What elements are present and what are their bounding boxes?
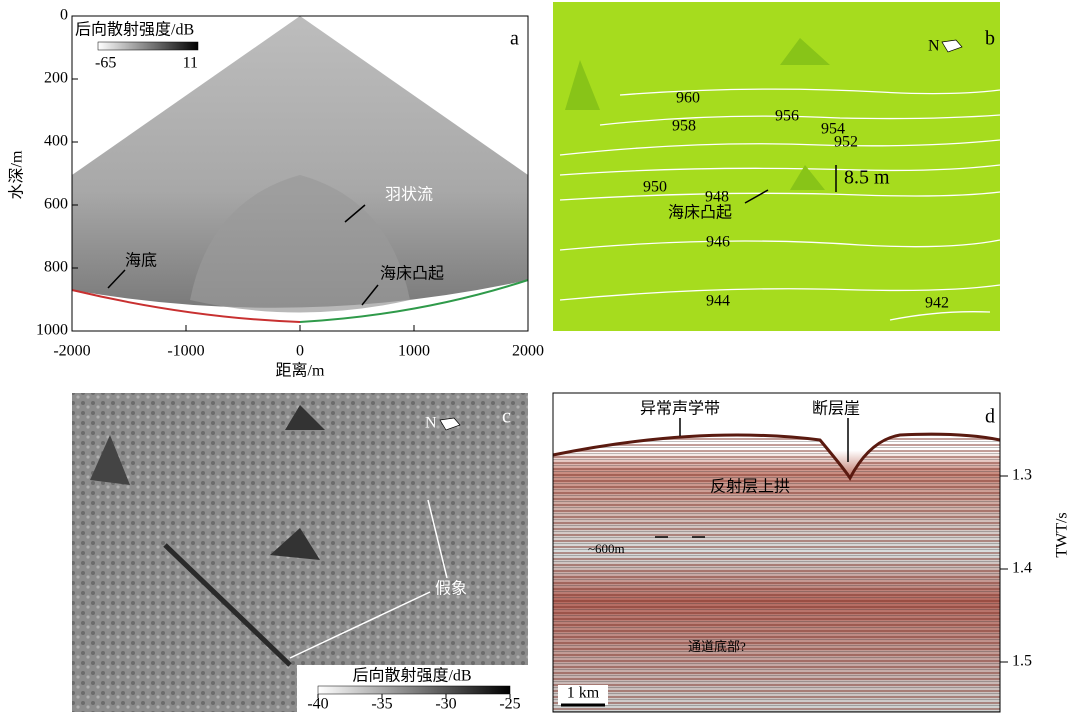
annotation: 异常声学带 [640, 400, 720, 418]
contour-label: 954 [821, 121, 845, 138]
arrow [289, 591, 431, 659]
contour-label: 946 [706, 234, 730, 251]
y-tick-label: 1.5 [1012, 653, 1032, 670]
y-tick-label: 1.3 [1012, 467, 1032, 484]
x-axis-label: 距离/m [276, 362, 325, 380]
mound [780, 38, 830, 65]
y-axis-label: TWT/s [1054, 512, 1071, 557]
mound [790, 165, 825, 190]
colorbar-tick-label: -40 [307, 696, 328, 713]
arrow [744, 189, 769, 204]
mound [565, 60, 600, 110]
y-tick-label: 400 [44, 133, 68, 150]
contour-label: 960 [676, 90, 700, 107]
colorbar [97, 41, 199, 51]
contour-label: 958 [672, 118, 696, 135]
annotation: 海床凸起 [380, 265, 444, 283]
colorbar-min: -65 [95, 55, 116, 72]
arrow [361, 284, 379, 306]
panel-label: c [502, 406, 511, 428]
contour-label: 956 [775, 108, 799, 125]
north-label: N [928, 38, 940, 55]
colorbar-max: 11 [183, 55, 198, 72]
scale-label: 1 km [567, 685, 600, 702]
y-tick-label: 0 [60, 7, 68, 24]
panel-label: a [510, 28, 519, 50]
y-tick-label: 1.4 [1012, 560, 1032, 577]
north-label: N [425, 415, 437, 432]
north-arrow [439, 417, 461, 431]
panel-c: c N 假象 后向散射强度/dB -40 -35 -30 -25 [72, 393, 528, 713]
seafloor-green [299, 279, 529, 323]
arrow [107, 269, 126, 289]
annotation: 8.5 m [844, 167, 890, 189]
arrow [344, 204, 366, 223]
seafloor-red [71, 289, 301, 323]
contour-label: 952 [834, 134, 858, 151]
seismic-reflectors [553, 434, 1000, 712]
panel-label: b [985, 28, 995, 50]
seafloor-reflector [552, 432, 1001, 482]
arrow [427, 499, 448, 579]
colorbar-title: 后向散射强度/dB [75, 21, 194, 39]
panel-a: 0 200 400 600 800 1000 -2000 -1000 0 1000 2000 后向散… [8, 7, 544, 380]
colorbar [317, 685, 511, 695]
y-tick-label: 800 [44, 259, 68, 276]
mound [285, 405, 325, 430]
annotation: ~600m [588, 541, 625, 556]
annotation: 羽状流 [385, 186, 433, 204]
y-tick-label: 600 [44, 196, 68, 213]
artifact-line [163, 543, 292, 667]
panel-d: d 异常声学带 断层崖 反射层上拱 ~600m 通道底部? 1 km TWT/s… [552, 392, 1071, 713]
annotation: 断层崖 [812, 400, 860, 418]
plume-area [190, 175, 410, 313]
colorbar-tick-label: -30 [435, 696, 456, 713]
mound [270, 528, 320, 560]
annotation: 反射层上拱 [710, 478, 790, 496]
colorbar-tick-label: -25 [499, 696, 520, 713]
contour-label: 948 [705, 189, 729, 206]
annotation: 海床凸起 [668, 204, 732, 222]
contour-label: 950 [643, 179, 667, 196]
annotation: 通道底部? [688, 639, 746, 654]
x-tick-label: 2000 [512, 343, 544, 360]
colorbar-title: 后向散射强度/dB [352, 667, 471, 685]
frame [552, 392, 1001, 713]
fan-image [72, 16, 528, 308]
scale-box [558, 685, 608, 705]
y-axis-label: 水深/m [8, 150, 26, 199]
x-tick-label: 0 [296, 343, 304, 360]
north-arrow [941, 39, 963, 53]
panel-b: b N 960 958 956 954 952 950 948 946 944 … [553, 2, 1001, 331]
contour-lines [559, 88, 1001, 321]
contour-label: 944 [706, 293, 730, 310]
annotation: 海底 [125, 252, 157, 270]
y-tick-label: 200 [44, 70, 68, 87]
x-tick-label: -1000 [167, 343, 204, 360]
annotation: 假象 [435, 580, 467, 598]
contour-labels: 960 958 956 954 952 950 948 946 944 942 [643, 90, 949, 312]
y-tick-label: 1000 [36, 322, 68, 339]
colorbar-tick-label: -35 [371, 696, 392, 713]
bathymetry-image [553, 2, 1000, 331]
contour-label: 942 [925, 295, 949, 312]
mound [90, 435, 130, 485]
x-tick-label: 1000 [398, 343, 430, 360]
panel-label: d [985, 406, 995, 428]
x-tick-label: -2000 [53, 343, 90, 360]
